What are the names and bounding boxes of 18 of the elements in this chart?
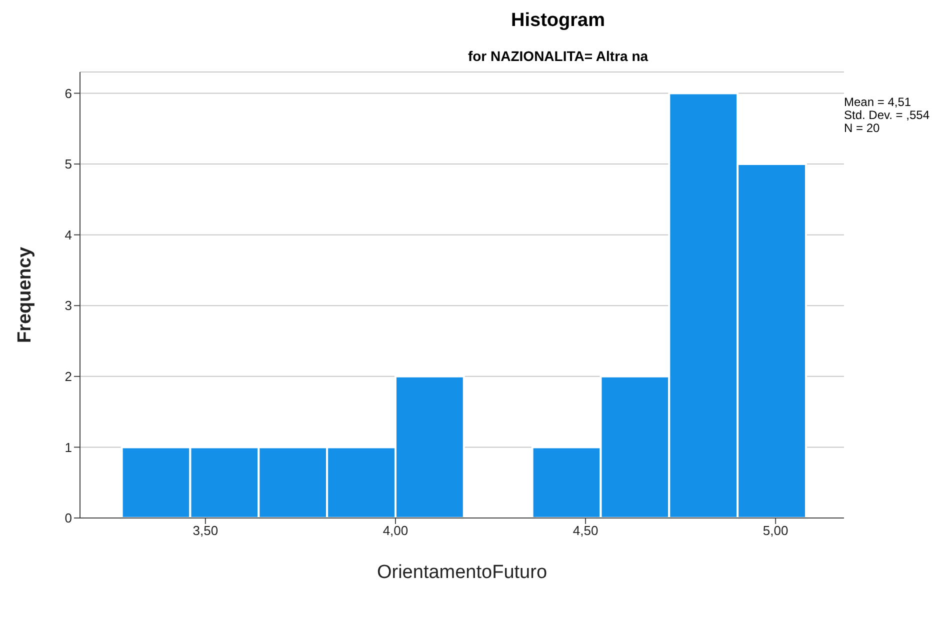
y-tick-label: 1 bbox=[64, 440, 72, 455]
chart-subtitle: for NAZIONALITA= Altra na bbox=[466, 48, 650, 64]
x-tick-label: 4,50 bbox=[572, 523, 598, 538]
y-axis-title: Frequency bbox=[14, 246, 36, 344]
chart-title: Histogram bbox=[510, 10, 606, 32]
y-tick-label: 0 bbox=[64, 510, 72, 526]
y-tick-label: 3 bbox=[64, 298, 72, 314]
x-tick-label: 3,50 bbox=[192, 523, 218, 538]
text: N = 20 bbox=[844, 121, 881, 135]
x-tick-label: 4,00 bbox=[382, 523, 408, 538]
y-tick-label: 5 bbox=[64, 156, 72, 172]
x-tick-label: 5,00 bbox=[762, 523, 788, 538]
y-tick-label: 2 bbox=[64, 369, 72, 384]
x-axis-title: OrientamentoFuturo bbox=[376, 562, 548, 583]
text: Std. Dev. = ,554 bbox=[844, 108, 930, 122]
y-tick-label: 6 bbox=[64, 86, 72, 101]
text: Mean = 4,51 bbox=[844, 95, 912, 109]
y-tick-label: 4 bbox=[64, 227, 72, 242]
